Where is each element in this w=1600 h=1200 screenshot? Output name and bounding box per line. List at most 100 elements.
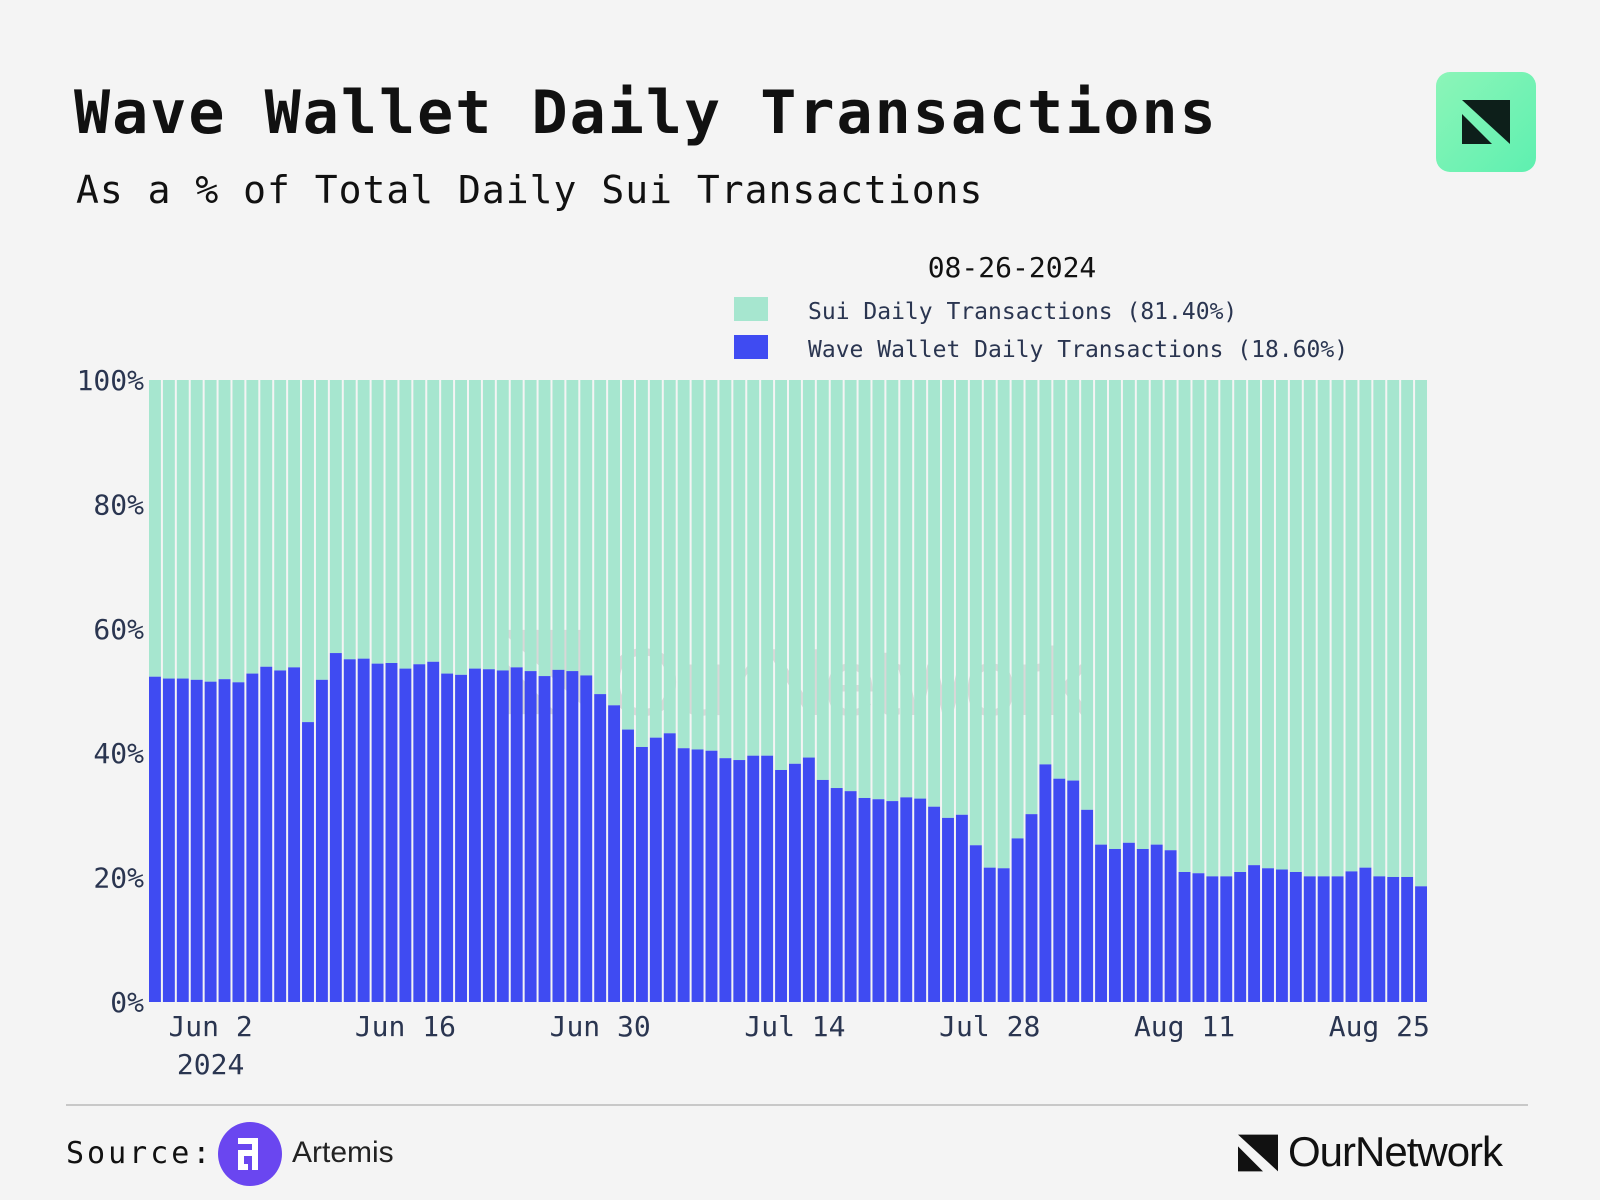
bar-sui [635,380,648,747]
y-tick-label: 0% [110,986,144,1019]
legend-label-sui: Sui Daily Transactions (81.40%) [808,299,1237,325]
bar-sui [566,380,579,672]
bar-wave [844,791,857,1002]
x-tick-sublabel: 2024 [177,1048,244,1081]
bar-sui [204,380,217,682]
bar-wave [733,760,746,1002]
bar-sui [469,380,481,669]
bar-sui [691,380,704,750]
bar-wave [1095,844,1107,1002]
bar-sui [329,380,342,654]
bar-wave [1359,867,1372,1002]
bar-wave [566,671,579,1002]
bar-wave [580,675,593,1002]
bar-wave [1206,876,1219,1002]
bar-wave [761,755,774,1002]
bar-sui [1067,380,1080,781]
bar-sui [1025,380,1038,815]
bar-wave [343,659,356,1002]
bar-wave [1373,876,1386,1002]
bar-wave [1248,865,1261,1002]
bar-sui [942,380,954,818]
bar-wave [149,676,161,1002]
bar-sui [288,380,301,668]
bar-sui [928,380,941,807]
x-tick-label: Jun 30 [550,1010,651,1043]
bar-wave [1401,876,1414,1002]
bar-sui [455,380,467,675]
bar-wave [288,667,301,1002]
chart: 08-26-2024 Sui Daily Transactions (81.40… [77,251,1430,1081]
bar-wave [1192,873,1205,1002]
bar-sui [663,380,676,734]
bar-wave [399,668,412,1002]
bar-sui [413,380,426,665]
bar-sui [872,380,885,800]
bar-wave [204,681,217,1002]
bar-wave [942,817,954,1002]
bar-wave [1081,809,1094,1002]
bar-sui [1122,380,1135,843]
bar-wave [955,814,968,1002]
bar-wave [608,705,621,1002]
bar-wave [274,670,287,1002]
bar-sui [524,380,537,672]
bar-sui [719,380,732,759]
bar-wave [663,733,676,1002]
bar-sui [1317,380,1330,877]
bar-sui [733,380,746,761]
bar-wave [858,797,871,1002]
bar-sui [983,380,996,868]
bar-sui [385,380,398,664]
bar-sui [218,380,231,680]
bar-sui [816,380,829,780]
source-name: Artemis [292,1136,394,1169]
bar-wave [886,801,899,1002]
bar-wave [775,769,787,1002]
bar-wave [1275,869,1288,1002]
bar-sui [1359,380,1372,868]
bar-wave [1262,868,1274,1002]
bar-wave [469,668,481,1002]
x-axis: Jun 2 2024 Jun 16 Jun 30 Jul 14 Jul 28 Aug 11 A… [168,1010,1429,1081]
bar-sui [315,380,328,680]
bar-sui [510,380,523,668]
bar-wave [218,679,231,1002]
bar-sui [1345,380,1358,872]
y-tick-label: 40% [93,737,144,770]
bar-wave [1234,872,1247,1002]
bar-sui [1164,380,1177,851]
bar-sui [552,380,565,670]
bar-wave [1039,764,1052,1002]
bar-sui [1178,380,1191,873]
ournetwork-logo-icon [1436,72,1536,172]
bar-sui [149,380,161,677]
bar-sui [371,380,384,664]
bar-sui [775,380,787,770]
bar-sui [844,380,857,792]
bar-sui [677,380,690,749]
bar-wave [357,658,370,1002]
bar-sui [761,380,774,756]
bar-wave [622,729,634,1002]
bar-wave [1345,871,1358,1002]
chart-title: Wave Wallet Daily Transactions [74,78,1218,148]
bar-wave [969,845,982,1002]
bar-sui [789,380,801,764]
bar-wave [1164,850,1177,1002]
y-tick-label: 100% [77,364,145,397]
bar-sui [176,380,189,679]
bar-sui [608,380,621,706]
bar-sui [1415,380,1427,887]
bar-wave [928,806,941,1002]
y-tick-label: 80% [93,488,144,521]
bar-sui [622,380,634,730]
bar-sui [427,380,440,662]
brand-name: OurNetwork [1288,1128,1503,1175]
bar-wave [1289,872,1302,1002]
bar-wave [302,722,314,1002]
legend-swatch-sui [734,297,768,321]
bar-wave [371,663,384,1002]
bar-wave [1317,876,1330,1002]
bar-sui [1275,380,1288,870]
